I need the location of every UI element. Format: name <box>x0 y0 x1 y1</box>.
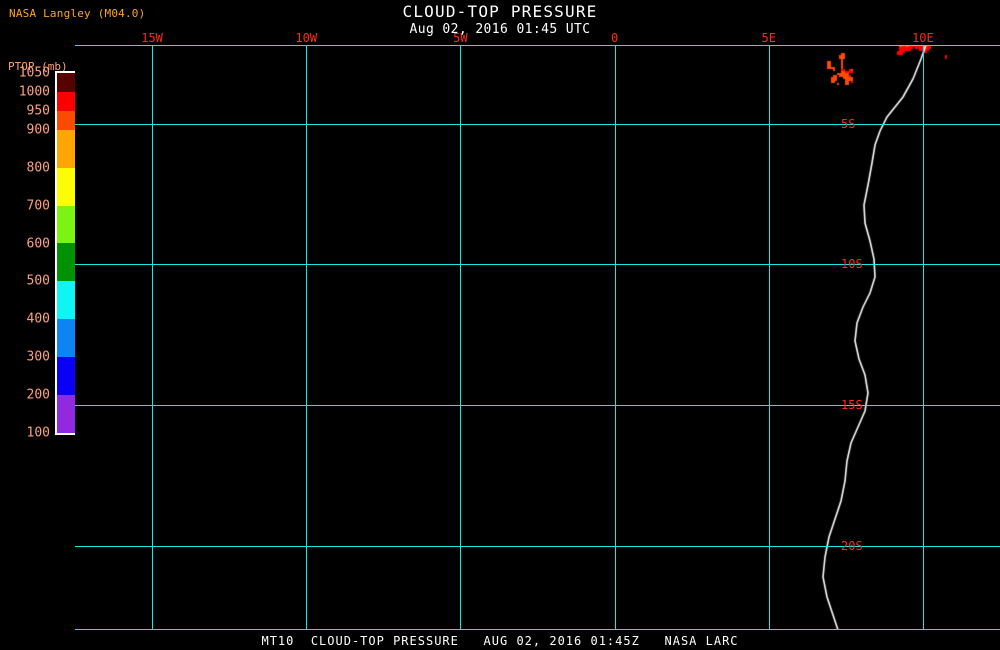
colorbar <box>55 71 77 435</box>
page-subtitle: Aug 02, 2016 01:45 UTC <box>409 22 591 37</box>
colorbar-tick-950: 950 <box>26 103 50 119</box>
map-frame-bottom <box>75 629 1000 630</box>
lon-label-10W: 10W <box>295 31 318 45</box>
lat-label-15S: 15S <box>841 398 863 412</box>
gridline-lon-10E <box>923 45 924 630</box>
colorbar-tick-700: 700 <box>26 198 50 214</box>
lon-label-5E: 5E <box>761 31 776 45</box>
gridline-lon-0 <box>615 45 616 630</box>
colorbar-band-700-600 <box>57 205 75 244</box>
gridline-lon-10W <box>306 45 307 630</box>
colorbar-band-1050-1000 <box>57 73 75 92</box>
colorbar-tick-900: 900 <box>26 122 50 138</box>
colorbar-tick-600: 600 <box>26 236 50 252</box>
colorbar-band-800-700 <box>57 167 75 206</box>
map-canvas-area[interactable] <box>75 45 1000 630</box>
lat-label-10S: 10S <box>841 257 863 272</box>
cloud-top-pressure-raster <box>75 45 1000 630</box>
gridline-lat-20S <box>75 546 1000 547</box>
gridline-lat-5S <box>75 124 1000 125</box>
colorbar-tick-300: 300 <box>26 349 50 365</box>
lon-label-15W: 15W <box>141 31 163 45</box>
colorbar-tick-100: 100 <box>26 425 50 441</box>
colorbar-band-900-800 <box>57 129 75 168</box>
colorbar-gradient <box>57 73 75 433</box>
colorbar-band-1000-950 <box>57 91 75 111</box>
colorbar-band-200-100 <box>57 395 75 433</box>
agency-label: NASA Langley (M04.0) <box>9 7 146 20</box>
lon-label-0: 0 <box>610 31 619 45</box>
colorbar-tick-labels: 1050 1000 950 900 800 700 600 500 400 300 200 100 <box>0 66 52 441</box>
gridline-lat-10S <box>75 264 1000 265</box>
lon-label-5W: 5W <box>453 31 468 45</box>
colorbar-tick-1050: 1050 <box>18 65 50 81</box>
colorbar-tick-400: 400 <box>26 311 50 327</box>
gridline-lon-5E <box>769 45 770 630</box>
colorbar-tick-200: 200 <box>26 387 50 403</box>
lon-label-10E: 10E <box>912 31 934 45</box>
colorbar-band-950-900 <box>57 110 75 130</box>
colorbar-title: PTOP (mb) <box>8 60 68 73</box>
colorbar-band-500-400 <box>57 281 75 320</box>
colorbar-band-400-300 <box>57 319 75 358</box>
colorbar-tick-1000: 1000 <box>18 84 50 100</box>
lat-label-20S: 20S <box>841 538 863 553</box>
colorbar-band-600-500 <box>57 243 75 282</box>
colorbar-band-300-200 <box>57 357 75 396</box>
colorbar-tick-500: 500 <box>26 273 50 289</box>
gridline-lat-15S <box>75 405 1000 406</box>
gridline-lon-15W <box>152 45 153 630</box>
lat-label-5S: 5S <box>841 116 856 131</box>
gridline-lon-5W <box>460 45 461 630</box>
map-frame-top <box>75 45 1000 46</box>
colorbar-tick-800: 800 <box>26 160 50 176</box>
page-title: CLOUD-TOP PRESSURE <box>402 2 598 21</box>
footer-caption: MT10 CLOUD-TOP PRESSURE AUG 02, 2016 01:… <box>261 634 739 648</box>
